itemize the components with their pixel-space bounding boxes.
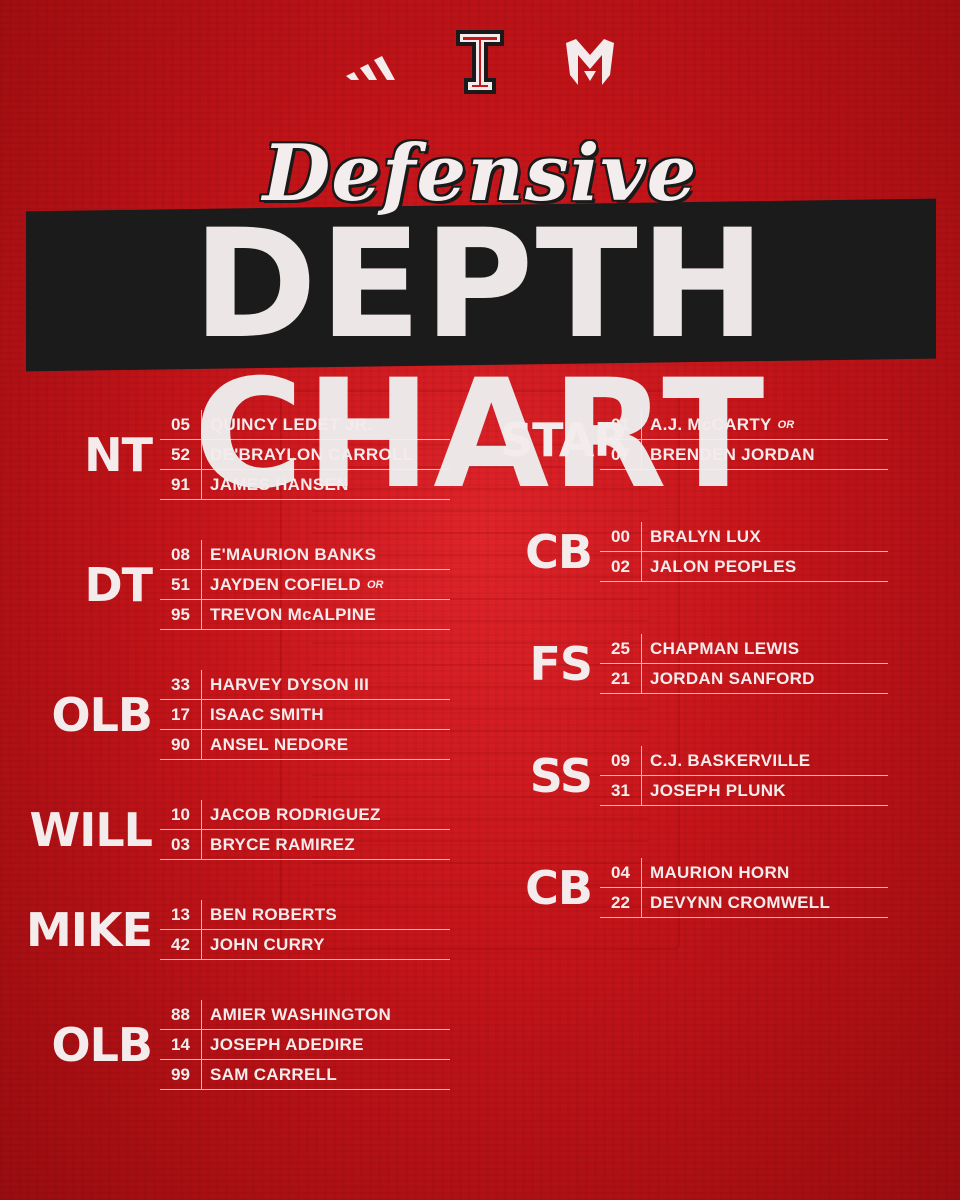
table-row: 09 C.J. BASKERVILLE [600,746,888,776]
table-row: 13 BEN ROBERTS [160,900,450,930]
or-label: OR [777,418,795,431]
table-row: 99 SAM CARRELL [160,1060,450,1090]
main-title: DEPTH CHART [192,198,768,522]
table-row: 02 JALON PEOPLES [600,552,888,582]
table-row: 91 JAMES HANSEN [160,470,450,500]
position-label: NT [84,428,153,482]
group-ss: SS 09 C.J. BASKERVILLE 31 JOSEPH PLUNK [500,746,888,806]
logo-bar [0,22,960,102]
table-row: 42 JOHN CURRY [160,930,450,960]
table-row: 51 JAYDEN COFIELD OR [160,570,450,600]
position-label: CB [525,861,593,915]
table-row: 95 TREVON McALPINE [160,600,450,630]
group-cb-2: CB 04 MAURION HORN 22 DEVYNN CROMWELL [500,858,888,918]
table-row: 04 MAURION HORN [600,858,888,888]
adidas-logo [340,27,400,97]
table-row: 14 JOSEPH ADEDIRE [160,1030,450,1060]
group-nt: NT 05 QUINCY LEDET JR. 52 DE'BRAYLON CARRO… [10,410,450,500]
position-label: OLB [51,1018,153,1072]
masked-rider-logo [560,27,620,97]
table-row: 01 A.J. McCARTY OR [600,410,888,440]
group-olb-1: OLB 33 HARVEY DYSON III 17 ISAAC SMITH 90 A… [10,670,450,760]
table-row: 08 E'MAURION BANKS [160,540,450,570]
or-label: OR [366,578,384,591]
position-label: FS [529,637,593,691]
table-row: 05 QUINCY LEDET JR. [160,410,450,440]
group-mike: MIKE 13 BEN ROBERTS 42 JOHN CURRY [10,900,450,960]
group-dt: DT 08 E'MAURION BANKS 51 JAYDEN COFIELD OR … [10,540,450,630]
table-row: 31 JOSEPH PLUNK [600,776,888,806]
double-t-logo [450,27,510,97]
position-label: MIKE [26,903,153,957]
table-row: 22 DEVYNN CROMWELL [600,888,888,918]
group-olb-2: OLB 88 AMIER WASHINGTON 14 JOSEPH ADEDIRE … [10,1000,450,1090]
table-row: 25 CHAPMAN LEWIS [600,634,888,664]
background-field-graphic [280,390,680,950]
table-row: 33 HARVEY DYSON III [160,670,450,700]
group-star: STAR 01 A.J. McCARTY OR 07 BRENDEN JORDAN [500,410,888,470]
table-row: 90 ANSEL NEDORE [160,730,450,760]
table-row: 00 BRALYN LUX [600,522,888,552]
table-row: 52 DE'BRAYLON CARROLL [160,440,450,470]
table-row: 10 JACOB RODRIGUEZ [160,800,450,830]
group-cb-1: CB 00 BRALYN LUX 02 JALON PEOPLES [500,522,888,582]
table-row: 21 JORDAN SANFORD [600,664,888,694]
group-fs: FS 25 CHAPMAN LEWIS 21 JORDAN SANFORD [500,634,888,694]
position-label: SS [529,749,593,803]
group-will: WILL 10 JACOB RODRIGUEZ 03 BRYCE RAMIREZ [10,800,450,860]
table-row: 88 AMIER WASHINGTON [160,1000,450,1030]
table-row: 03 BRYCE RAMIREZ [160,830,450,860]
table-row: 07 BRENDEN JORDAN [600,440,888,470]
script-title: Defensive [262,128,698,219]
position-label: DT [84,558,153,612]
table-row: 17 ISAAC SMITH [160,700,450,730]
position-label: OLB [51,688,153,742]
position-label: STAR [500,413,629,467]
position-label: CB [525,525,593,579]
position-label: WILL [29,803,153,857]
